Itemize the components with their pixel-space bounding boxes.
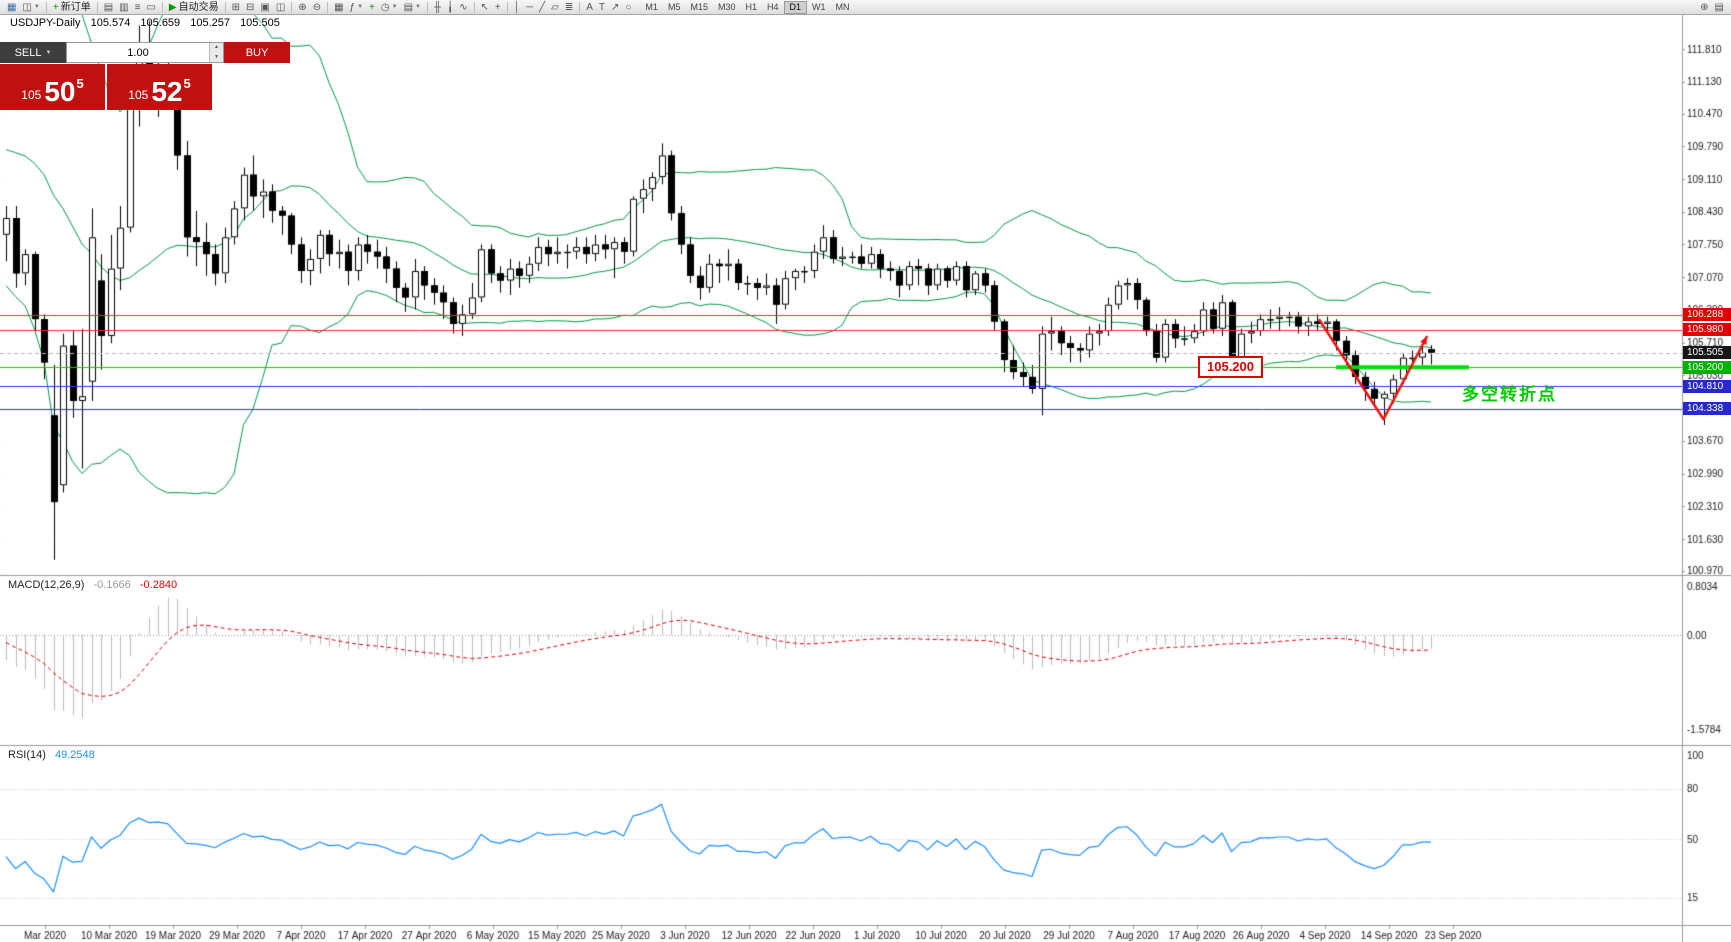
sell-tab-button[interactable]: SELL ▼ <box>0 42 66 63</box>
periods-icon[interactable]: ◷ ▼ <box>380 1 398 13</box>
sell-label: SELL <box>14 46 42 59</box>
price-marker-105.980: 105.980 <box>1683 323 1731 337</box>
price-marker-106.288: 106.288 <box>1683 308 1731 322</box>
open-value: 105.574 <box>90 17 131 29</box>
timeframe-mn[interactable]: MN <box>835 1 850 12</box>
toolbar-separator <box>224 1 226 13</box>
price-marker-104.338: 104.338 <box>1683 402 1731 416</box>
line-chart-icon[interactable]: ∿ <box>459 1 468 13</box>
sell-price-button[interactable]: 105 50 5 <box>0 64 105 110</box>
timeframe-d1[interactable]: D1 <box>783 0 808 14</box>
shapes-icon[interactable]: ○ <box>625 1 632 13</box>
cascade-windows-icon[interactable]: ⊟ <box>246 1 255 13</box>
toolbar-separator <box>45 1 47 13</box>
timeframe-buttons: M1 M5 M15 M30 H1 H4 D1 W1 MN <box>640 0 854 14</box>
volume-input[interactable] <box>67 43 209 62</box>
timeframe-m15[interactable]: M15 <box>690 1 708 12</box>
bar-chart-icon[interactable]: ╫ <box>433 1 442 13</box>
rsi-indicator-label: RSI(14) 49.2548 <box>8 749 101 761</box>
vertical-line-icon[interactable]: │ <box>513 1 520 13</box>
macd-indicator-label: MACD(12,26,9) -0.1666 -0.2840 <box>8 579 183 591</box>
volume-box: ▲ ▼ <box>66 42 224 63</box>
candlestick-chart-icon[interactable]: ╽ <box>447 1 454 13</box>
spin-down-icon[interactable]: ▼ <box>210 52 223 62</box>
market-watch-icon[interactable]: ▤ <box>103 1 114 13</box>
toolbar-separator <box>327 1 329 13</box>
crosshair-icon[interactable]: + <box>494 1 501 13</box>
text-label-icon[interactable]: T <box>598 1 605 13</box>
spin-up-icon[interactable]: ▲ <box>210 43 223 53</box>
new-order-button[interactable]: + 新订单 <box>52 1 91 13</box>
navigator-icon[interactable]: ≡ <box>134 1 141 13</box>
toolbar-separator <box>426 1 428 13</box>
trendline-icon[interactable]: ╱ <box>539 1 546 13</box>
buy-price-prefix: 105 <box>128 88 149 102</box>
window-list-icon[interactable]: ▤ <box>1714 1 1724 13</box>
timeframe-m1[interactable]: M1 <box>645 1 658 12</box>
timeframe-h1[interactable]: H1 <box>745 1 757 12</box>
toolbar-separator <box>473 1 475 13</box>
buy-price-big: 52 <box>151 76 183 107</box>
timeframe-w1[interactable]: W1 <box>812 1 826 12</box>
new-window-icon[interactable]: ⊞ <box>231 1 240 13</box>
chart-title: USDJPY-Daily 105.574 105.659 105.257 105… <box>10 17 287 29</box>
close-value: 105.505 <box>240 17 280 29</box>
terminal-icon[interactable]: ▭ <box>146 1 156 13</box>
buy-price-sup: 5 <box>183 76 191 91</box>
time-axis[interactable] <box>0 926 1682 942</box>
grid-icon[interactable]: ▦ <box>334 1 344 13</box>
buy-tab-button[interactable]: BUY <box>224 42 290 63</box>
zoom-out-icon[interactable]: ⊖ <box>312 1 322 13</box>
horizontal-line-icon[interactable]: ─ <box>525 1 534 13</box>
volume-stepper: ▲ ▼ <box>209 43 223 62</box>
timeframe-h4[interactable]: H4 <box>767 1 779 12</box>
timeframe-m30[interactable]: M30 <box>717 1 736 12</box>
sell-price-sup: 5 <box>76 76 84 91</box>
auto-trading-button[interactable]: ▶ 自动交易 <box>168 1 219 13</box>
rsi-value: 49.2548 <box>54 749 95 761</box>
macd-name: MACD(12,26,9) <box>8 579 85 591</box>
price-marker-105.200: 105.200 <box>1683 360 1731 374</box>
cursor-icon[interactable]: ↖ <box>480 1 489 13</box>
support-price-annotation[interactable]: 105.200 <box>1198 356 1263 378</box>
one-click-trade-panel: SELL ▼ ▲ ▼ BUY 105 50 5 105 52 <box>0 42 290 110</box>
toolbar-separator <box>161 1 163 13</box>
chevron-down-icon: ▼ <box>45 49 52 56</box>
price-marker-104.810: 104.810 <box>1683 379 1731 393</box>
buy-price-button[interactable]: 105 52 5 <box>107 64 212 110</box>
sell-price-big: 50 <box>44 76 76 107</box>
zoom-in-icon[interactable]: ⊕ <box>298 1 307 13</box>
templates-icon[interactable]: ▤ ▼ <box>403 1 421 13</box>
add-indicator-icon[interactable]: + <box>369 1 375 13</box>
timeframe-m5[interactable]: M5 <box>667 1 681 12</box>
rsi-name: RSI(14) <box>8 749 46 761</box>
sell-price-prefix: 105 <box>21 88 42 102</box>
arrows-icon[interactable]: ↗ <box>610 1 620 13</box>
low-value: 105.257 <box>190 17 230 29</box>
new-chart-icon[interactable]: ▦ <box>7 1 17 13</box>
macd-main-value: -0.1666 <box>93 579 131 591</box>
search-icon[interactable]: ⊕ <box>1700 1 1709 13</box>
high-value: 105.659 <box>140 17 181 29</box>
toolbar-separator <box>506 1 508 13</box>
toolbar-separator <box>579 1 581 13</box>
channel-icon[interactable]: ▱ <box>551 1 559 13</box>
price-marker-105.505: 105.505 <box>1683 346 1731 360</box>
fibonacci-icon[interactable]: ≣ <box>564 1 574 13</box>
toolbar-separator <box>96 1 98 13</box>
toolbar-separator <box>291 1 293 13</box>
toolbar: ▦ ◫ ▼ + 新订单 ▤ ▥ ≡ ▭ ▶ 自动交易 ⊞ ⊟ ▣ ◫ ⊕ ⊖ ▦ ƒ ▼ + ◷ ▼ ▤ ▼ ╫ ╽ ∿ ↖ + │ ─ ╱ ▱ ≣… <box>0 0 1731 15</box>
tile-windows-icon[interactable]: ▣ <box>260 1 270 13</box>
data-window-icon[interactable]: ▥ <box>119 1 129 13</box>
turning-point-annotation[interactable]: 多空转折点 <box>1462 385 1557 404</box>
price-axis[interactable] <box>1683 15 1731 926</box>
macd-signal-value: -0.2840 <box>139 579 178 591</box>
arrange-windows-icon[interactable]: ◫ <box>275 1 286 13</box>
profiles-icon[interactable]: ◫ ▼ <box>22 1 40 13</box>
text-icon[interactable]: A <box>586 1 593 13</box>
indicators-icon[interactable]: ƒ ▼ <box>349 1 364 13</box>
symbol-name: USDJPY-Daily <box>10 17 81 29</box>
buy-label: BUY <box>245 46 269 59</box>
